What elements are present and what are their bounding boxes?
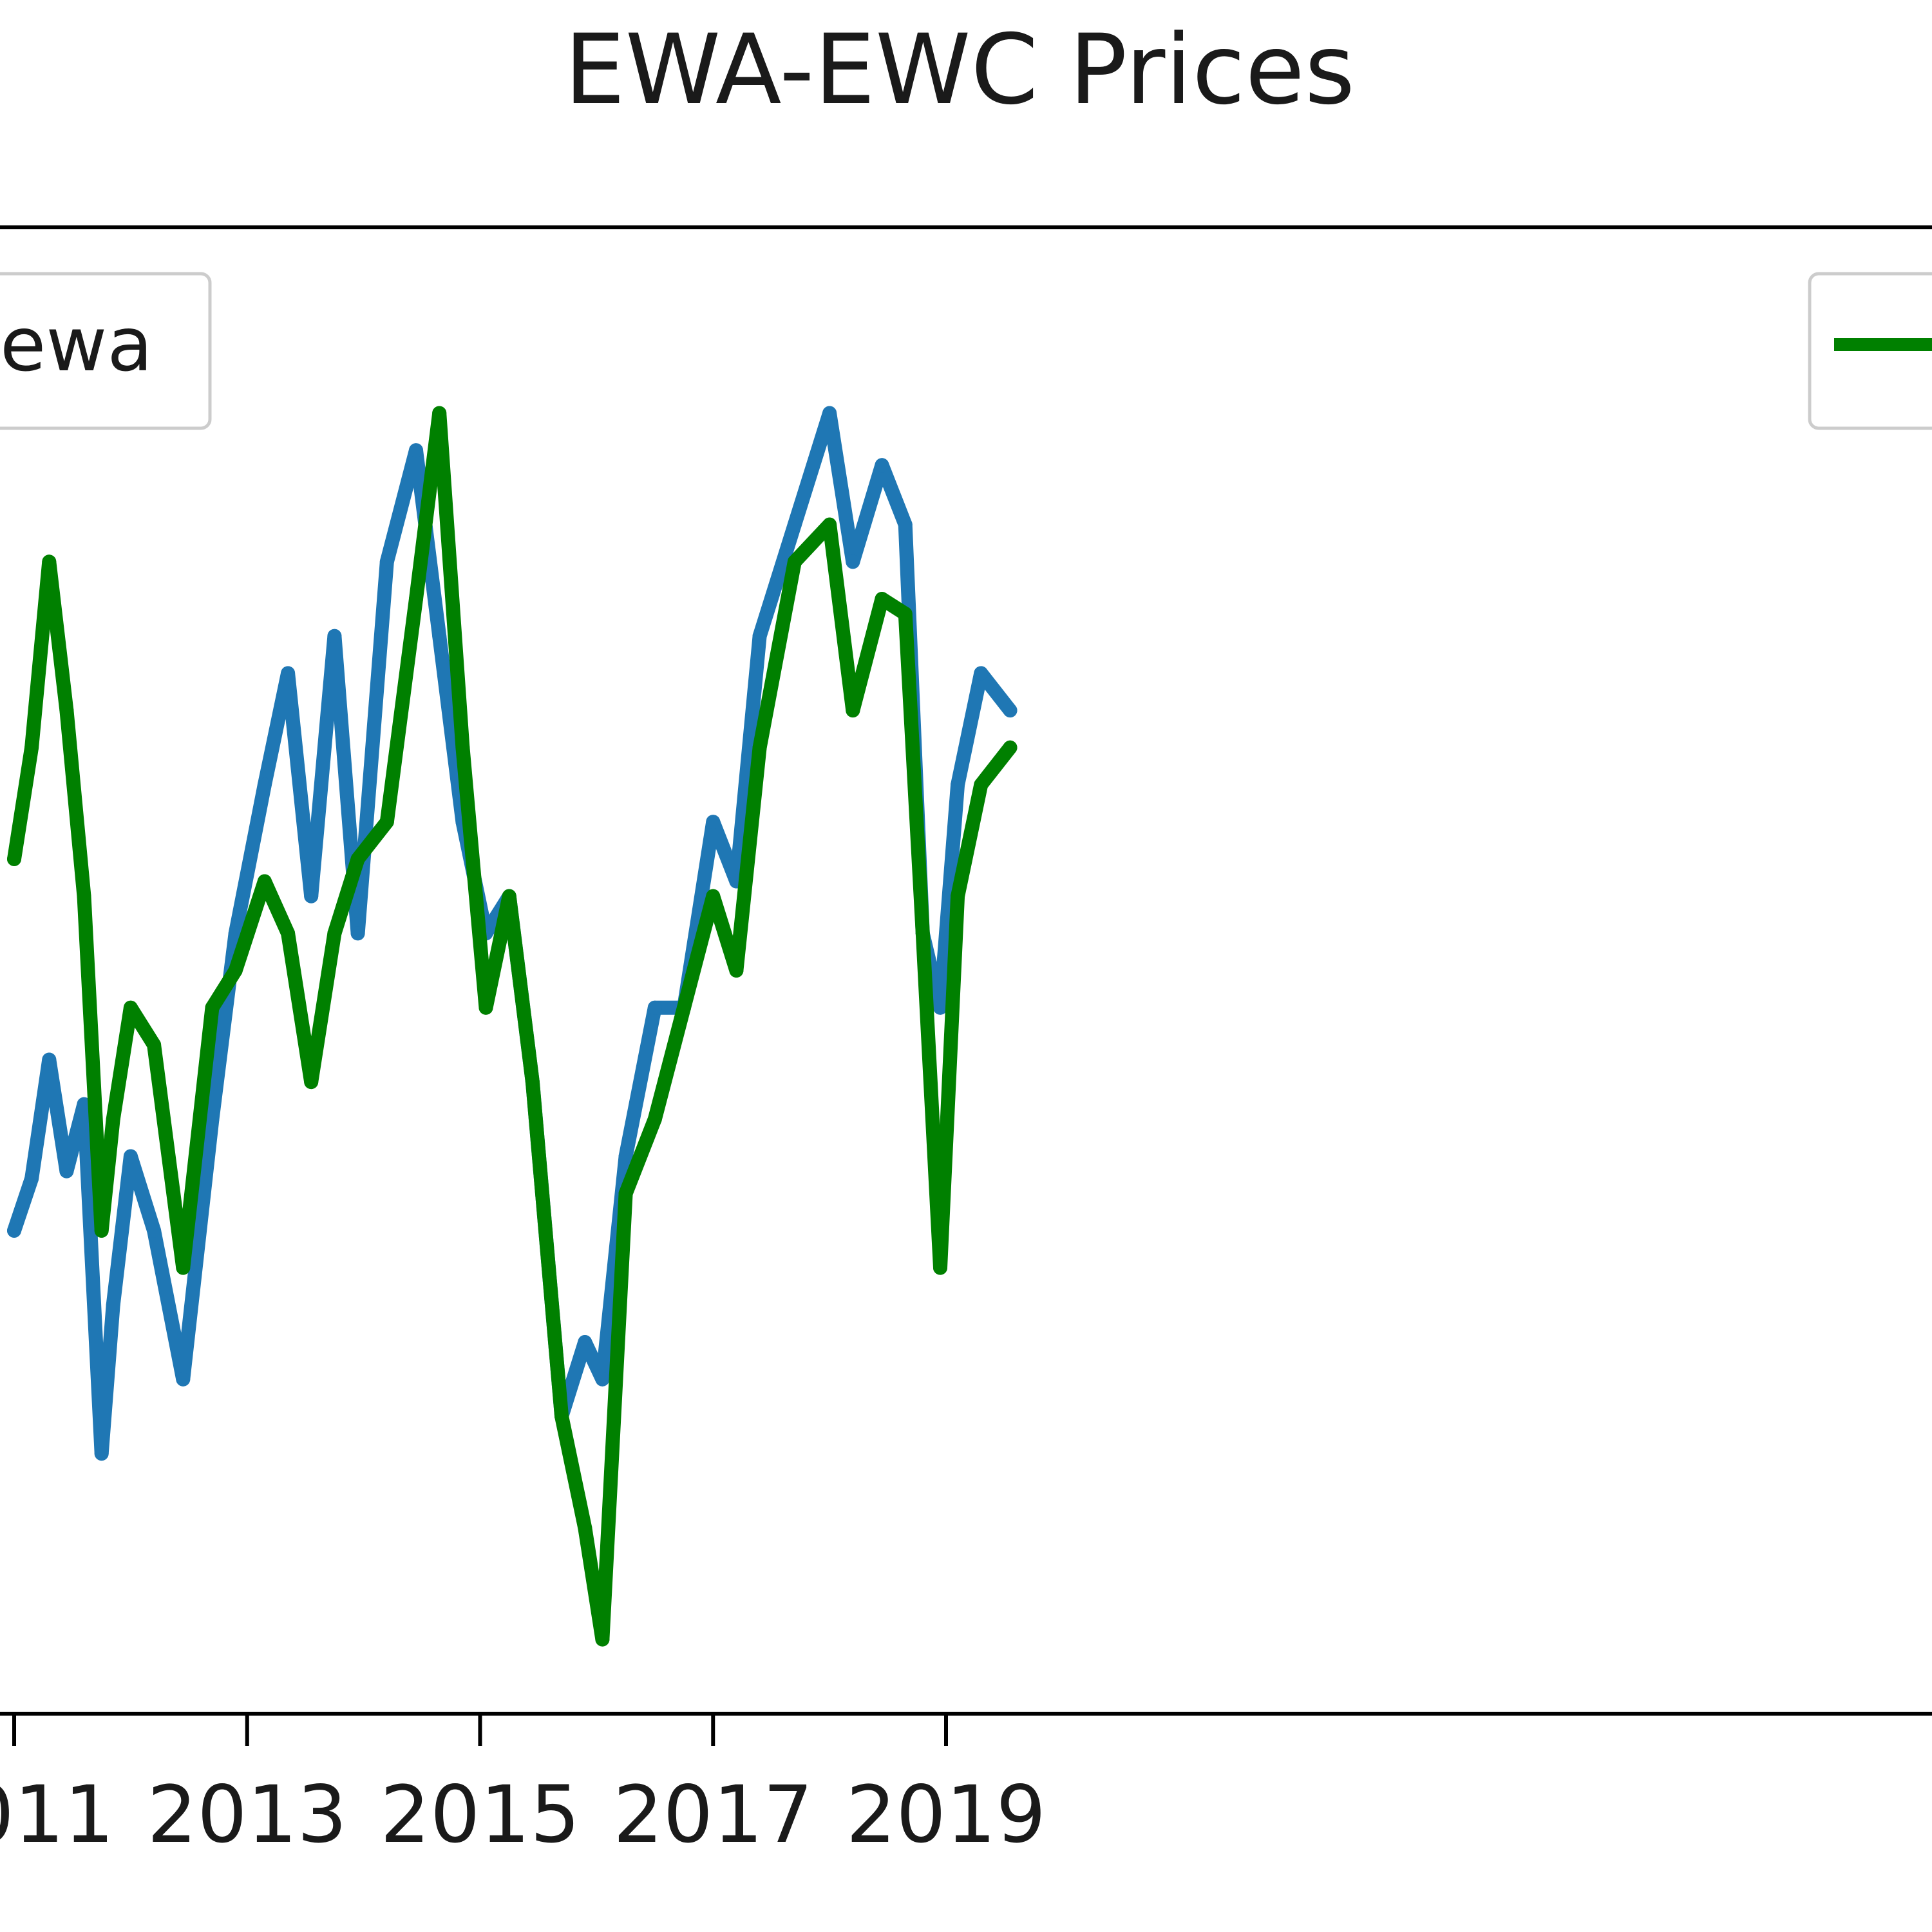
data-point-ewa (578, 1335, 592, 1349)
data-point-ewc (787, 554, 802, 569)
data-point-ewa (595, 1372, 610, 1387)
data-point-ewa (822, 406, 837, 421)
data-point-ewa (42, 1052, 57, 1067)
data-point-ewc (974, 777, 989, 792)
x-tick-label: 2019 (846, 1769, 1046, 1861)
data-point-ewc (379, 815, 394, 829)
data-point-ewc (24, 740, 39, 755)
data-point-ewc (409, 592, 423, 606)
x-tick-label: 2013 (147, 1769, 347, 1861)
data-point-ewa (77, 1097, 91, 1112)
data-point-ewc (578, 1520, 592, 1535)
data-point-ewa (875, 458, 889, 473)
data-point-ewc (59, 703, 74, 718)
data-point-ewa (898, 517, 913, 532)
data-point-ewc (94, 1223, 109, 1238)
data-point-ewc (304, 1075, 319, 1090)
data-point-ewa (24, 1171, 39, 1186)
chart-title: EWA-EWC Prices (564, 14, 1355, 126)
data-point-ewa (647, 1000, 662, 1015)
x-tick-label: 2011 (0, 1769, 114, 1861)
data-point-ewa (409, 443, 423, 458)
data-point-ewc (7, 851, 21, 866)
x-tick-label: 2017 (613, 1769, 813, 1861)
data-point-ewc (752, 740, 767, 755)
data-point-ewa (176, 1372, 191, 1387)
data-point-ewc (281, 926, 296, 941)
data-point-ewa (846, 554, 860, 569)
data-point-ewc (706, 889, 721, 904)
data-point-ewa (327, 629, 342, 643)
data-point-ewc (502, 889, 516, 904)
data-point-ewc (915, 926, 930, 941)
data-point-ewc (455, 740, 470, 755)
data-point-ewc (898, 607, 913, 621)
data-point-ewc (875, 592, 889, 606)
data-point-ewc (525, 1075, 540, 1090)
data-point-ewa (147, 1223, 162, 1238)
legend-right: ewc (1808, 272, 1932, 430)
data-point-ewc (327, 926, 342, 941)
data-point-ewa (752, 629, 767, 643)
data-point-ewc (147, 1037, 162, 1052)
data-point-ewc (432, 406, 447, 421)
data-point-ewa (205, 1112, 220, 1126)
data-point-ewc (618, 1186, 633, 1201)
data-point-ewc (77, 889, 91, 904)
data-point-ewa (59, 1164, 74, 1179)
x-tick-label: 2015 (380, 1769, 580, 1861)
data-point-ewa (933, 1000, 947, 1015)
data-point-ewa (951, 777, 965, 792)
data-point-ewa (123, 1149, 138, 1164)
data-point-ewa (257, 777, 272, 792)
series-layer (7, 406, 1018, 1647)
data-point-ewc (176, 1260, 191, 1275)
data-point-ewc (228, 963, 243, 978)
data-point-ewa (304, 889, 319, 904)
legend-left: ewa (0, 272, 212, 430)
data-point-ewc (951, 889, 965, 904)
data-point-ewc (729, 963, 744, 978)
data-point-ewc (822, 517, 837, 532)
data-point-ewc (933, 1260, 947, 1275)
legend-left-box (0, 272, 212, 430)
x-axis-ticks: 2011 2013 2015 2017 2019 (0, 1714, 1046, 1861)
data-point-ewa (7, 1223, 21, 1238)
data-point-ewa (94, 1446, 109, 1461)
data-point-ewa (1003, 703, 1018, 718)
data-point-ewc (647, 1112, 662, 1126)
data-point-ewa (706, 815, 721, 829)
data-point-ewc (123, 1000, 138, 1015)
data-point-ewa (281, 666, 296, 681)
data-point-ewc (106, 1112, 120, 1126)
data-point-ewc (478, 1000, 493, 1015)
legend-entry-ewa: ewa (0, 301, 153, 388)
plot-area (7, 406, 1018, 1647)
data-point-ewc (677, 1000, 691, 1015)
data-point-ewa (974, 666, 989, 681)
series-line-ewc (7, 406, 1018, 1647)
data-point-ewa (106, 1298, 120, 1312)
data-point-ewa (432, 629, 447, 643)
data-point-ewa (618, 1149, 633, 1164)
data-point-ewc (595, 1632, 610, 1647)
data-point-ewa (350, 926, 365, 941)
data-point-ewa (379, 554, 394, 569)
data-point-ewc (42, 554, 57, 569)
data-point-ewc (257, 874, 272, 889)
data-point-ewc (205, 1000, 220, 1015)
data-point-ewc (846, 703, 860, 718)
data-point-ewc (350, 851, 365, 866)
data-point-ewc (554, 1409, 569, 1424)
data-point-ewa (787, 517, 802, 532)
data-point-ewc (1003, 740, 1018, 755)
